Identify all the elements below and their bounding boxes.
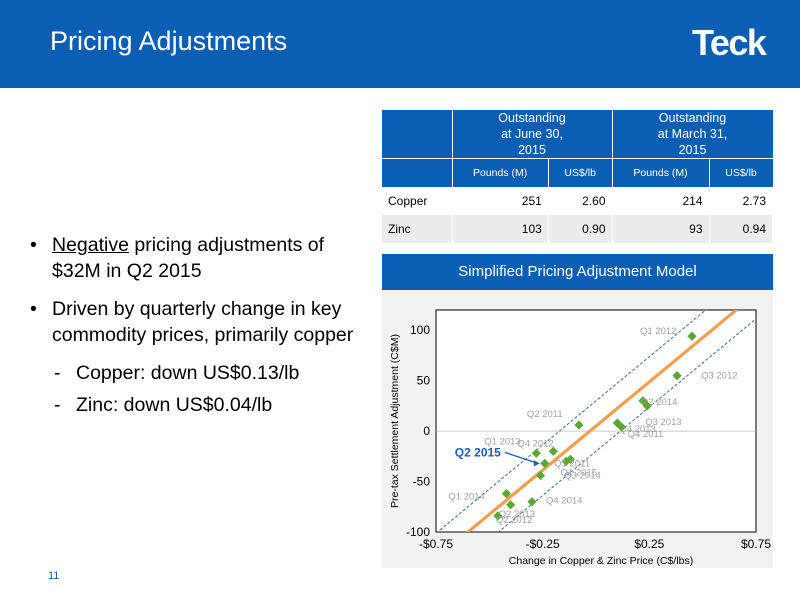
table-cell: 103 (452, 214, 549, 243)
point-label: Q2 2014 (641, 397, 677, 408)
table-corner (382, 110, 453, 159)
x-tick-label: -$0.25 (526, 537, 560, 551)
chart-panel: Q1 2012 Q3 2012 Q2 2014 Q3 2013 Q4 2013 Q4 20… (382, 254, 773, 568)
plot-area (435, 309, 757, 533)
point-label: Q1 2015 (561, 467, 597, 478)
sub-bullet-dash: - (54, 362, 61, 384)
table-cell: 251 (452, 186, 549, 215)
bullet-text: Driven by quarterly change in key commod… (52, 298, 354, 346)
table-corner-sub (382, 158, 453, 187)
y-tick-label: -100 (406, 525, 430, 539)
table-cell: 0.90 (548, 214, 613, 243)
point-label: Q2 2015 (455, 445, 501, 459)
point-label: Q4 2012 (517, 438, 553, 449)
y-axis-label: Pre-tax Settlement Adjustment (C$M) (389, 334, 401, 508)
data-point (672, 370, 682, 381)
sub-header: Pounds (M) (452, 158, 549, 187)
page-number: 11 (48, 570, 60, 582)
row-label: Zinc (382, 214, 453, 243)
table-cell: 214 (612, 186, 710, 215)
group-header-march: Outstanding at March 31, 2015 (612, 110, 773, 159)
point-label: Q3 2013 (645, 417, 681, 428)
bullet-emphasis: Negative (52, 234, 129, 256)
header-bar: Pricing Adjustments Teck (0, 0, 800, 88)
data-point (612, 418, 622, 428)
sub-header: Pounds (M) (612, 158, 710, 187)
x-tick-label: $0.25 (634, 537, 664, 551)
sub-bullet-item: - Copper: down US$0.13/lb (28, 360, 358, 386)
sub-bullet-item: - Zinc: down US$0.04/lb (28, 392, 358, 418)
teck-logo: Teck (692, 22, 767, 63)
chart-title: Simplified Pricing Adjustment Model (382, 254, 773, 290)
row-label: Copper (382, 186, 453, 215)
bullet-dot: • (30, 234, 37, 256)
group-header-june: Outstanding at June 30, 2015 (452, 110, 613, 159)
table-row: Zinc 103 0.90 93 0.94 (382, 214, 774, 243)
table-cell: 2.73 (709, 186, 774, 215)
sub-header: US$/lb (709, 158, 773, 187)
data-point (535, 470, 546, 481)
highlight-arrowhead (533, 460, 540, 467)
data-point (638, 396, 648, 406)
point-label: Q3 2012 (701, 371, 737, 382)
outstanding-table: Outstanding at June 30, 2015 Outstanding… (382, 110, 774, 243)
bullet-item: • Driven by quarterly change in key comm… (28, 296, 358, 348)
bullet-text: pricing adjustments of $32M in Q2 2015 (52, 234, 325, 282)
bullet-list: • Negative pricing adjustments of $32M i… (28, 232, 358, 418)
point-label: Q2 2013 (499, 509, 535, 520)
point-label: Q2 2012 (496, 515, 532, 526)
point-label: Q3 2014 (564, 470, 600, 481)
table-row: Copper 251 2.60 214 2.73 (382, 186, 774, 215)
x-tick-label: $0.75 (741, 537, 771, 551)
y-tick-label: -50 (413, 475, 431, 489)
x-axis-label: Change in Copper & Zinc Price (C$/lbs) (509, 555, 693, 567)
point-label: Q4 2014 (546, 496, 582, 507)
sub-bullet-text: Copper: down US$0.13/lb (76, 362, 300, 384)
lower-band-line (497, 318, 756, 532)
x-tick-label: -$0.75 (419, 537, 453, 551)
table-cell: 93 (612, 214, 710, 243)
fit-line (465, 310, 739, 532)
bullet-item: • Negative pricing adjustments of $32M i… (28, 232, 358, 284)
data-point (642, 401, 652, 411)
plot-layer (436, 310, 756, 532)
upper-band-line (436, 310, 707, 532)
sub-header: US$/lb (548, 158, 613, 187)
y-tick-label: 50 (417, 374, 431, 388)
sub-bullet-text: Zinc: down US$0.04/lb (76, 394, 273, 416)
sub-bullet-dash: - (54, 394, 61, 416)
point-label: Q4 2011 (628, 429, 664, 440)
table-cell: 2.60 (548, 186, 613, 215)
y-tick-label: 100 (410, 323, 430, 337)
point-label: Q1 2014 (448, 492, 484, 503)
table-cell: 0.94 (709, 214, 774, 243)
y-tick-label: 0 (423, 424, 430, 438)
point-label: Q2 2011 (527, 409, 563, 420)
point-label: Q1 2013 (484, 436, 520, 447)
point-label: Q1 2012 (640, 326, 676, 337)
bullet-dot: • (30, 298, 37, 320)
point-label: Q1 2011 (554, 458, 590, 469)
point-label: Q4 2013 (619, 424, 655, 435)
page-title: Pricing Adjustments (50, 26, 288, 56)
highlight-arrow (504, 451, 539, 465)
